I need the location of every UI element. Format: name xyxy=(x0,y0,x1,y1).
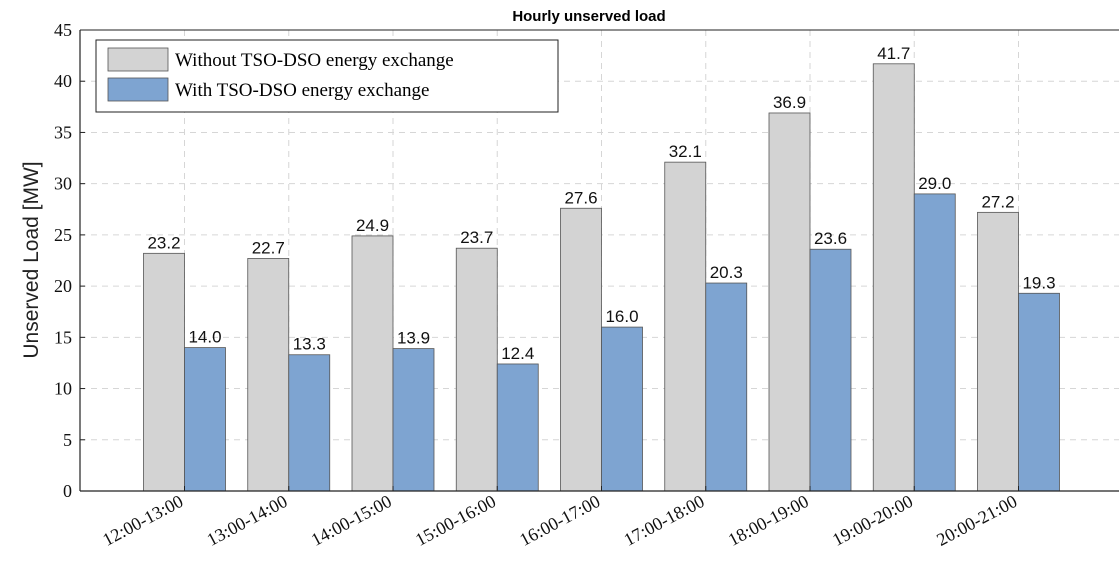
data-label: 32.1 xyxy=(669,142,702,161)
y-tick-label: 25 xyxy=(54,225,72,245)
bar-without-exchange xyxy=(143,252,185,492)
data-label: 27.2 xyxy=(981,192,1014,211)
data-label: 23.7 xyxy=(460,228,493,247)
data-label: 22.7 xyxy=(252,238,285,257)
y-tick-label: 45 xyxy=(54,20,72,40)
data-label: 41.7 xyxy=(877,44,910,63)
x-tick-label: 20:00-21:00 xyxy=(933,491,1020,550)
data-label: 27.6 xyxy=(564,188,597,207)
bar-with-exchange xyxy=(705,282,748,492)
bar-without-exchange xyxy=(872,63,915,492)
y-tick-label: 15 xyxy=(54,327,72,347)
data-label: 14.0 xyxy=(188,328,221,347)
data-label: 24.9 xyxy=(356,216,389,235)
bar-without-exchange xyxy=(455,247,498,492)
x-tick-label: 14:00-15:00 xyxy=(308,491,395,550)
data-label: 29.0 xyxy=(918,174,951,193)
y-axis-label: Unserved Load [MW] xyxy=(20,161,43,358)
bar-without-exchange xyxy=(247,258,290,492)
bar-with-exchange xyxy=(913,193,956,492)
legend-swatch xyxy=(107,77,169,102)
x-tick-label: 12:00-13:00 xyxy=(99,491,186,550)
y-tick-label: 40 xyxy=(54,71,72,91)
bar-with-exchange xyxy=(1018,292,1060,492)
data-labels-layer: 23.2 22.7 24.9 23.7 27.6 32.1 36.9 41.7 27.2 14.0… xyxy=(147,44,1055,363)
bar-without-exchange xyxy=(664,161,707,492)
x-tick-label: 19:00-20:00 xyxy=(829,491,916,550)
bar-with-exchange xyxy=(601,326,643,492)
bar-without-exchange xyxy=(977,211,1019,492)
legend-label: With TSO-DSO energy exchange xyxy=(175,80,429,101)
bar-with-exchange xyxy=(184,347,226,492)
legend: Without TSO-DSO energy exchange With TSO-… xyxy=(95,39,559,113)
data-label: 12.4 xyxy=(501,344,534,363)
data-label: 19.3 xyxy=(1022,273,1055,292)
data-label: 13.3 xyxy=(293,335,326,354)
bar-with-exchange xyxy=(392,348,435,492)
chart-title: Hourly unserved load xyxy=(512,8,665,25)
data-label: 20.3 xyxy=(710,263,743,282)
y-tick-label: 20 xyxy=(54,276,72,296)
x-tick-label: 13:00-14:00 xyxy=(204,491,291,550)
x-tick-label: 17:00-18:00 xyxy=(621,491,708,550)
bar-with-exchange xyxy=(496,363,539,492)
bar-without-exchange xyxy=(560,207,602,492)
bar-with-exchange xyxy=(288,354,331,492)
x-tick-label: 16:00-17:00 xyxy=(516,491,603,550)
legend-box xyxy=(95,39,559,113)
y-tick-label: 30 xyxy=(54,174,72,194)
data-label: 13.9 xyxy=(397,329,430,348)
y-tick-label: 0 xyxy=(63,481,72,501)
data-label: 23.2 xyxy=(147,233,180,252)
y-tick-label: 35 xyxy=(54,122,72,142)
x-tick-label: 18:00-19:00 xyxy=(725,491,812,550)
x-tick-label: 15:00-16:00 xyxy=(412,491,499,550)
legend-label: Without TSO-DSO energy exchange xyxy=(175,50,454,71)
legend-swatch xyxy=(107,47,169,72)
data-label: 36.9 xyxy=(773,93,806,112)
y-tick-label: 10 xyxy=(54,379,72,399)
y-tick-label: 5 xyxy=(63,430,72,450)
bar-without-exchange xyxy=(768,112,811,492)
data-label: 16.0 xyxy=(605,307,638,326)
bars-layer xyxy=(143,63,1060,492)
bar-with-exchange xyxy=(809,248,852,492)
data-label: 23.6 xyxy=(814,229,847,248)
bar-without-exchange xyxy=(351,235,394,492)
